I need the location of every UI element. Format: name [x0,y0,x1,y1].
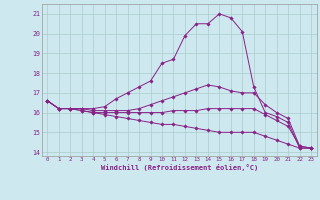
X-axis label: Windchill (Refroidissement éolien,°C): Windchill (Refroidissement éolien,°C) [100,164,258,171]
